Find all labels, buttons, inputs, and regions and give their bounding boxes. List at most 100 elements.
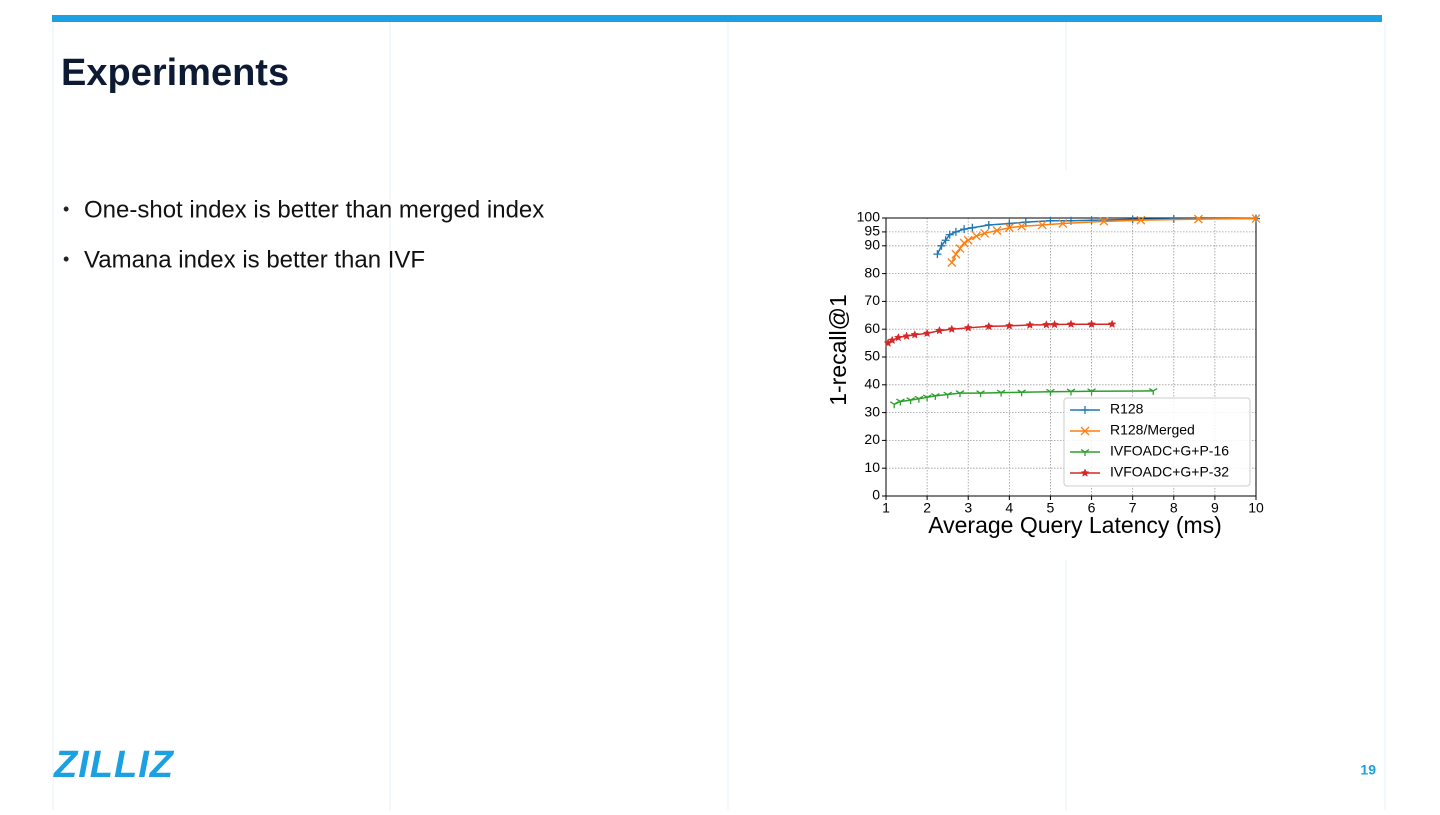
marker — [945, 230, 954, 239]
legend-label: R128/Merged — [1110, 422, 1195, 438]
marker — [893, 332, 903, 342]
x-tick-label: 10 — [1248, 500, 1264, 516]
marker — [1066, 319, 1076, 328]
marker — [906, 397, 916, 405]
marker — [914, 395, 924, 403]
bullet: One-shot index is better than merged ind… — [84, 196, 544, 223]
marker — [1005, 219, 1014, 228]
marker — [1046, 388, 1055, 396]
marker — [947, 324, 957, 333]
y-tick-label: 80 — [864, 264, 880, 280]
marker — [1251, 214, 1261, 224]
y-tick-label: 70 — [864, 292, 880, 308]
marker — [941, 236, 950, 245]
marker — [1080, 426, 1090, 436]
x-axis-label: Average Query Latency (ms) — [928, 512, 1222, 538]
marker — [960, 225, 969, 234]
marker — [976, 390, 985, 398]
marker — [887, 335, 897, 345]
bullet: Vamana index is better than IVF — [84, 246, 425, 273]
x-tick-label: 1 — [882, 500, 890, 516]
marker — [1081, 406, 1089, 414]
marker — [1128, 215, 1137, 224]
marker — [1087, 319, 1096, 328]
legend-label: R128 — [1110, 401, 1144, 417]
y-tick-label: 50 — [864, 348, 880, 364]
marker — [1017, 221, 1027, 231]
marker — [1037, 220, 1047, 230]
series-line — [887, 323, 1113, 344]
x-tick-label: 8 — [1170, 500, 1178, 516]
marker — [1004, 223, 1014, 233]
y-tick-label: 95 — [864, 223, 880, 239]
marker — [1193, 214, 1203, 224]
marker — [971, 231, 981, 241]
marker — [984, 321, 994, 331]
marker — [1004, 321, 1014, 330]
marker — [922, 328, 932, 338]
marker — [992, 226, 1002, 235]
marker — [1136, 215, 1146, 225]
marker — [902, 331, 911, 340]
x-tick-label: 6 — [1088, 500, 1096, 516]
marker — [1087, 388, 1096, 396]
marker — [959, 238, 969, 248]
marker — [1080, 468, 1090, 477]
marker — [951, 227, 960, 236]
y-axis-label: 1-recall@1 — [825, 294, 851, 406]
marker — [963, 323, 973, 332]
marker — [963, 235, 973, 245]
marker — [1046, 216, 1055, 225]
marker — [968, 223, 977, 232]
page-number: 19 — [1360, 762, 1376, 778]
y-tick-label: 100 — [857, 209, 881, 225]
marker — [984, 220, 993, 229]
marker — [996, 389, 1006, 397]
bullet-dot: • — [63, 199, 69, 219]
legend-label: IVFOADC+G+P-16 — [1110, 443, 1229, 459]
marker — [1080, 449, 1090, 456]
top-bar — [52, 15, 1382, 22]
marker — [1025, 320, 1035, 329]
marker — [1107, 319, 1117, 328]
y-tick-label: 20 — [864, 431, 880, 447]
marker — [937, 241, 946, 250]
marker — [1058, 219, 1068, 229]
marker — [947, 258, 957, 267]
marker — [943, 391, 953, 399]
guides — [52, 22, 1386, 810]
marker — [889, 401, 899, 409]
x-tick-label: 3 — [964, 500, 972, 516]
marker — [922, 394, 932, 402]
y-tick-label: 40 — [864, 376, 880, 392]
logo: ZILLIZ — [53, 744, 175, 786]
x-tick-label: 7 — [1129, 500, 1137, 516]
marker — [1021, 218, 1030, 227]
marker — [930, 392, 940, 400]
y-tick-label: 90 — [864, 237, 880, 253]
x-tick-label: 9 — [1211, 500, 1219, 516]
x-tick-label: 4 — [1005, 500, 1013, 516]
marker — [1050, 319, 1059, 329]
y-tick-label: 10 — [864, 459, 880, 475]
marker — [935, 325, 944, 335]
marker — [1087, 216, 1096, 225]
marker — [951, 249, 961, 259]
marker — [1099, 216, 1109, 226]
marker — [980, 228, 990, 238]
marker — [1041, 320, 1051, 329]
marker — [1017, 389, 1027, 397]
legend-box — [1063, 397, 1251, 487]
y-tick-label: 0 — [872, 487, 880, 503]
marker — [933, 250, 942, 259]
legend-label: IVFOADC+G+P-32 — [1110, 464, 1229, 480]
marker — [896, 398, 905, 406]
marker — [1148, 387, 1158, 395]
slide-title: Experiments — [61, 52, 289, 94]
y-tick-label: 60 — [864, 320, 880, 336]
x-tick-label: 5 — [1047, 500, 1055, 516]
marker — [910, 330, 920, 339]
series-line — [951, 217, 1257, 263]
x-tick-label: 2 — [923, 500, 931, 516]
